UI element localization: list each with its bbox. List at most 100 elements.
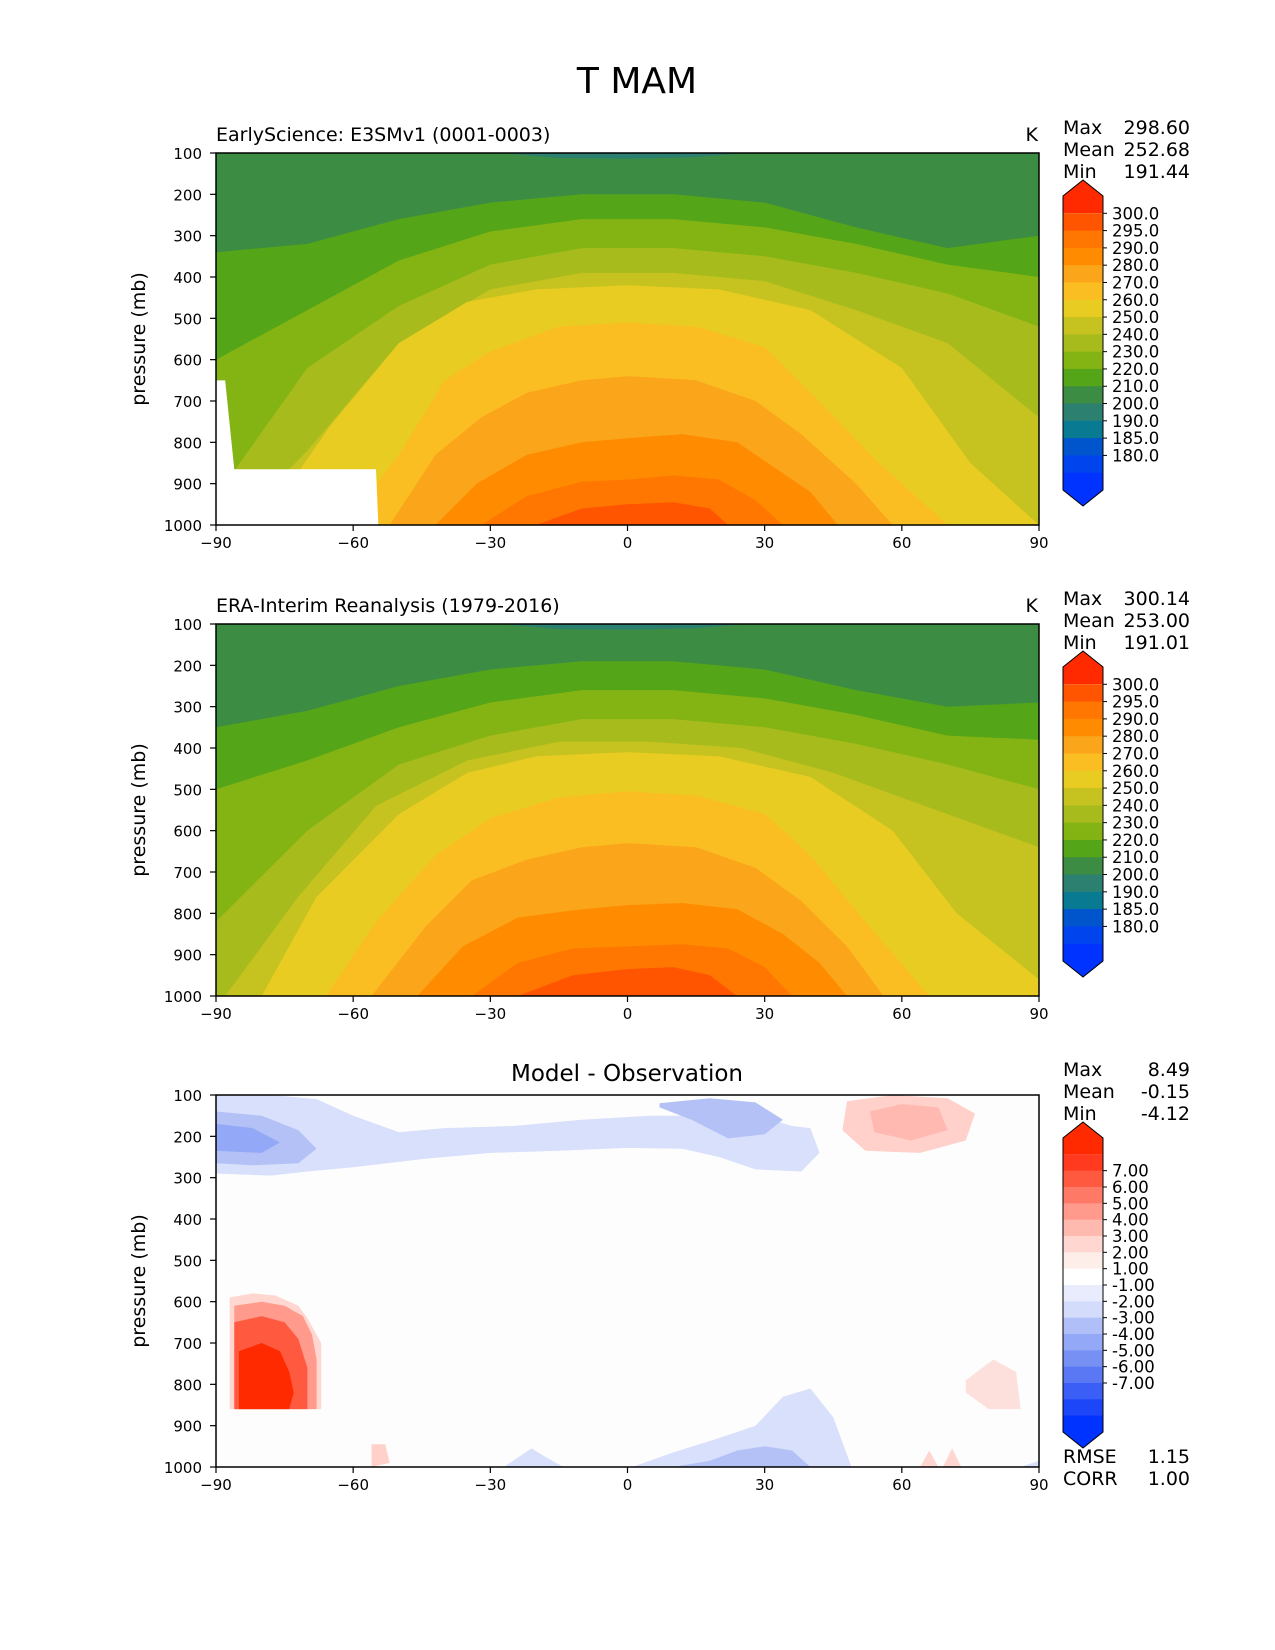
colorbar-swatch — [1063, 265, 1103, 283]
colorbar-outline — [1062, 179, 1104, 507]
colorbar-swatch — [1063, 1154, 1103, 1172]
colorbar-swatch — [1063, 943, 1103, 977]
colorbar-swatch — [1063, 891, 1103, 910]
colorbar-label: 4.00 — [1112, 1211, 1149, 1230]
y-tick-label: 700 — [173, 864, 202, 882]
y-tick-label: 300 — [173, 1170, 202, 1188]
colorbar-label: 270.0 — [1112, 744, 1159, 763]
colorbar-label: 250.0 — [1112, 779, 1159, 798]
colorbar-swatch — [1063, 1301, 1103, 1319]
colorbar-swatch — [1063, 317, 1103, 335]
colorbar-swatch — [1063, 1399, 1103, 1417]
stat-value: 191.01 — [1124, 632, 1190, 654]
y-tick-label: 800 — [173, 1376, 202, 1394]
metric-value: 1.15 — [1148, 1446, 1190, 1468]
x-tick-label: 90 — [1029, 534, 1048, 552]
x-tick-label: −30 — [475, 1476, 507, 1494]
y-tick-label: 1000 — [164, 1459, 202, 1477]
colorbar-swatch — [1063, 684, 1103, 703]
x-tick-label: −60 — [337, 1005, 369, 1023]
colorbar-outline — [1062, 650, 1104, 978]
colorbar-swatch — [1063, 230, 1103, 249]
colorbar-swatch — [1063, 368, 1103, 387]
colorbar-swatch — [1063, 874, 1103, 893]
colorbar-swatch — [1063, 386, 1103, 405]
colorbar-label: 295.0 — [1112, 693, 1159, 712]
x-tick-label: 90 — [1029, 1005, 1048, 1023]
y-tick-label: 500 — [173, 781, 202, 799]
colorbar-label: 230.0 — [1112, 343, 1159, 362]
colorbar-swatch — [1063, 1350, 1103, 1368]
stat-label: Min — [1063, 1103, 1097, 1125]
colorbar-swatch — [1063, 1383, 1103, 1400]
stat-value: 191.44 — [1124, 161, 1190, 183]
colorbar-swatch — [1063, 213, 1103, 232]
x-tick-label: 60 — [892, 534, 911, 552]
colorbar-swatch — [1063, 351, 1103, 370]
y-tick-label: 600 — [173, 1294, 202, 1312]
colorbar-swatch — [1063, 909, 1103, 927]
x-tick-label: 0 — [623, 1476, 633, 1494]
colorbar-label: 300.0 — [1112, 675, 1159, 694]
colorbar-swatch — [1063, 472, 1103, 506]
colorbar-label: 5.00 — [1112, 1194, 1149, 1213]
y-axis-label: pressure (mb) — [128, 272, 150, 406]
y-axis-label: pressure (mb) — [128, 1214, 150, 1348]
colorbar-swatch — [1063, 701, 1103, 720]
colorbar-swatch — [1063, 926, 1103, 945]
colorbar-swatch — [1063, 1334, 1103, 1351]
y-tick-label: 100 — [173, 1087, 202, 1105]
x-tick-label: 60 — [892, 1005, 911, 1023]
colorbar-label: 290.0 — [1112, 710, 1159, 729]
colorbar-swatch — [1063, 718, 1103, 737]
cold-core — [499, 153, 747, 159]
stat-value: 252.68 — [1124, 139, 1190, 161]
colorbar-label: -1.00 — [1112, 1276, 1155, 1295]
cold-core — [412, 153, 834, 168]
y-axis-label: pressure (mb) — [128, 743, 150, 877]
y-tick-label: 600 — [173, 823, 202, 841]
contour-295 — [536, 502, 729, 525]
colorbar-label: -5.00 — [1112, 1341, 1155, 1360]
colorbar-swatch — [1063, 839, 1103, 858]
x-tick-label: −30 — [475, 1005, 507, 1023]
y-tick-label: 200 — [173, 657, 202, 675]
stat-value: -4.12 — [1141, 1103, 1190, 1125]
stat-label: Max — [1063, 1059, 1102, 1081]
colorbar-swatch — [1063, 1122, 1103, 1155]
colorbar-label: 280.0 — [1112, 727, 1159, 746]
colorbar-label: 2.00 — [1112, 1243, 1149, 1262]
stat-label: Mean — [1063, 1081, 1115, 1103]
x-tick-label: −90 — [200, 534, 232, 552]
anomaly-region — [920, 1450, 939, 1467]
stat-label: Mean — [1063, 139, 1115, 161]
colorbar-swatch — [1063, 455, 1103, 474]
cold-core — [412, 624, 834, 639]
stat-value: 8.49 — [1148, 1059, 1190, 1081]
x-tick-label: 30 — [755, 1005, 774, 1023]
colorbar-label: 220.0 — [1112, 831, 1159, 850]
x-tick-label: 60 — [892, 1476, 911, 1494]
colorbar-swatch — [1063, 1203, 1103, 1221]
y-tick-label: 900 — [173, 947, 202, 965]
y-tick-label: 1000 — [164, 988, 202, 1006]
anomaly-region — [632, 1388, 852, 1467]
anomaly-region — [216, 1095, 820, 1176]
y-tick-label: 300 — [173, 228, 202, 246]
colorbar-swatch — [1063, 1268, 1103, 1286]
colorbar-label: 200.0 — [1112, 866, 1159, 885]
stat-label: Mean — [1063, 610, 1115, 632]
colorbar-label: 300.0 — [1112, 204, 1159, 223]
x-tick-label: 30 — [755, 534, 774, 552]
y-tick-label: 100 — [173, 145, 202, 163]
panel-difference: Model - Observation pressure (mb) −90 −60… — [128, 1059, 1190, 1494]
y-tick-label: 900 — [173, 1418, 202, 1436]
y-tick-label: 200 — [173, 1128, 202, 1146]
panel-model: EarlyScience: E3SMv1 (0001-0003) K press… — [128, 117, 1190, 552]
colorbar-label: 240.0 — [1112, 325, 1159, 344]
colorbar-swatch — [1063, 420, 1103, 439]
anomaly-region — [673, 1446, 811, 1467]
x-tick-label: 30 — [755, 1476, 774, 1494]
anomaly-region — [965, 1359, 1021, 1410]
colorbar-label: 185.0 — [1112, 900, 1159, 919]
